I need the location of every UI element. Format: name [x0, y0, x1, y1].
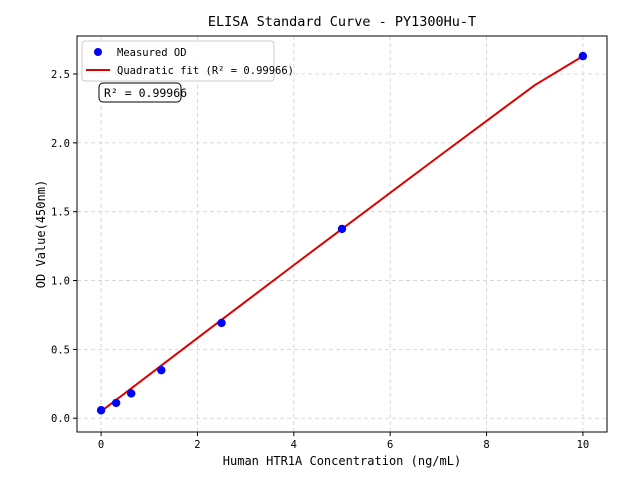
ticks: 0 2 4 6 8 10 0.0 0.5 1.0 1.5 2.0 2.5: [51, 69, 589, 451]
y-axis-label: OD Value(450nm): [34, 180, 48, 288]
marks: [96, 51, 588, 415]
legend-marker-measured: [94, 48, 102, 56]
legend-label-fit: Quadratic fit (R² = 0.99966): [117, 65, 294, 77]
y-tick-label: 0.5: [51, 344, 70, 356]
grid: [77, 36, 607, 432]
data-point: [127, 389, 136, 398]
data-point: [217, 318, 226, 328]
y-tick-label: 0.0: [51, 413, 70, 425]
x-tick-label: 2: [194, 439, 200, 451]
legend: Measured OD Quadratic fit (R² = 0.99966): [81, 40, 294, 82]
x-tick-label: 6: [387, 439, 393, 451]
r2-annotation-box: R² = 0.99966: [98, 82, 187, 103]
legend-label-measured: Measured OD: [117, 47, 187, 59]
y-tick-label: 1.0: [51, 276, 70, 288]
plot-frame: [76, 35, 608, 433]
x-tick-label: 4: [291, 439, 297, 451]
y-tick-label: 1.5: [51, 207, 70, 219]
data-point: [111, 398, 121, 408]
r2-annotation: R² = 0.99966: [104, 86, 187, 100]
x-tick-label: 8: [483, 439, 489, 451]
x-tick-label: 10: [577, 439, 590, 451]
data-point: [96, 406, 106, 415]
x-tick-label: 0: [98, 439, 104, 451]
y-tick-label: 2.0: [51, 138, 70, 150]
data-point: [578, 51, 588, 61]
chart-title: ELISA Standard Curve - PY1300Hu-T: [208, 14, 476, 30]
data-point: [157, 365, 166, 375]
data-point: [337, 224, 347, 234]
x-axis-label: Human HTR1A Concentration (ng/mL): [223, 454, 461, 468]
y-tick-label: 2.5: [51, 69, 70, 81]
fit-line: [100, 55, 584, 413]
